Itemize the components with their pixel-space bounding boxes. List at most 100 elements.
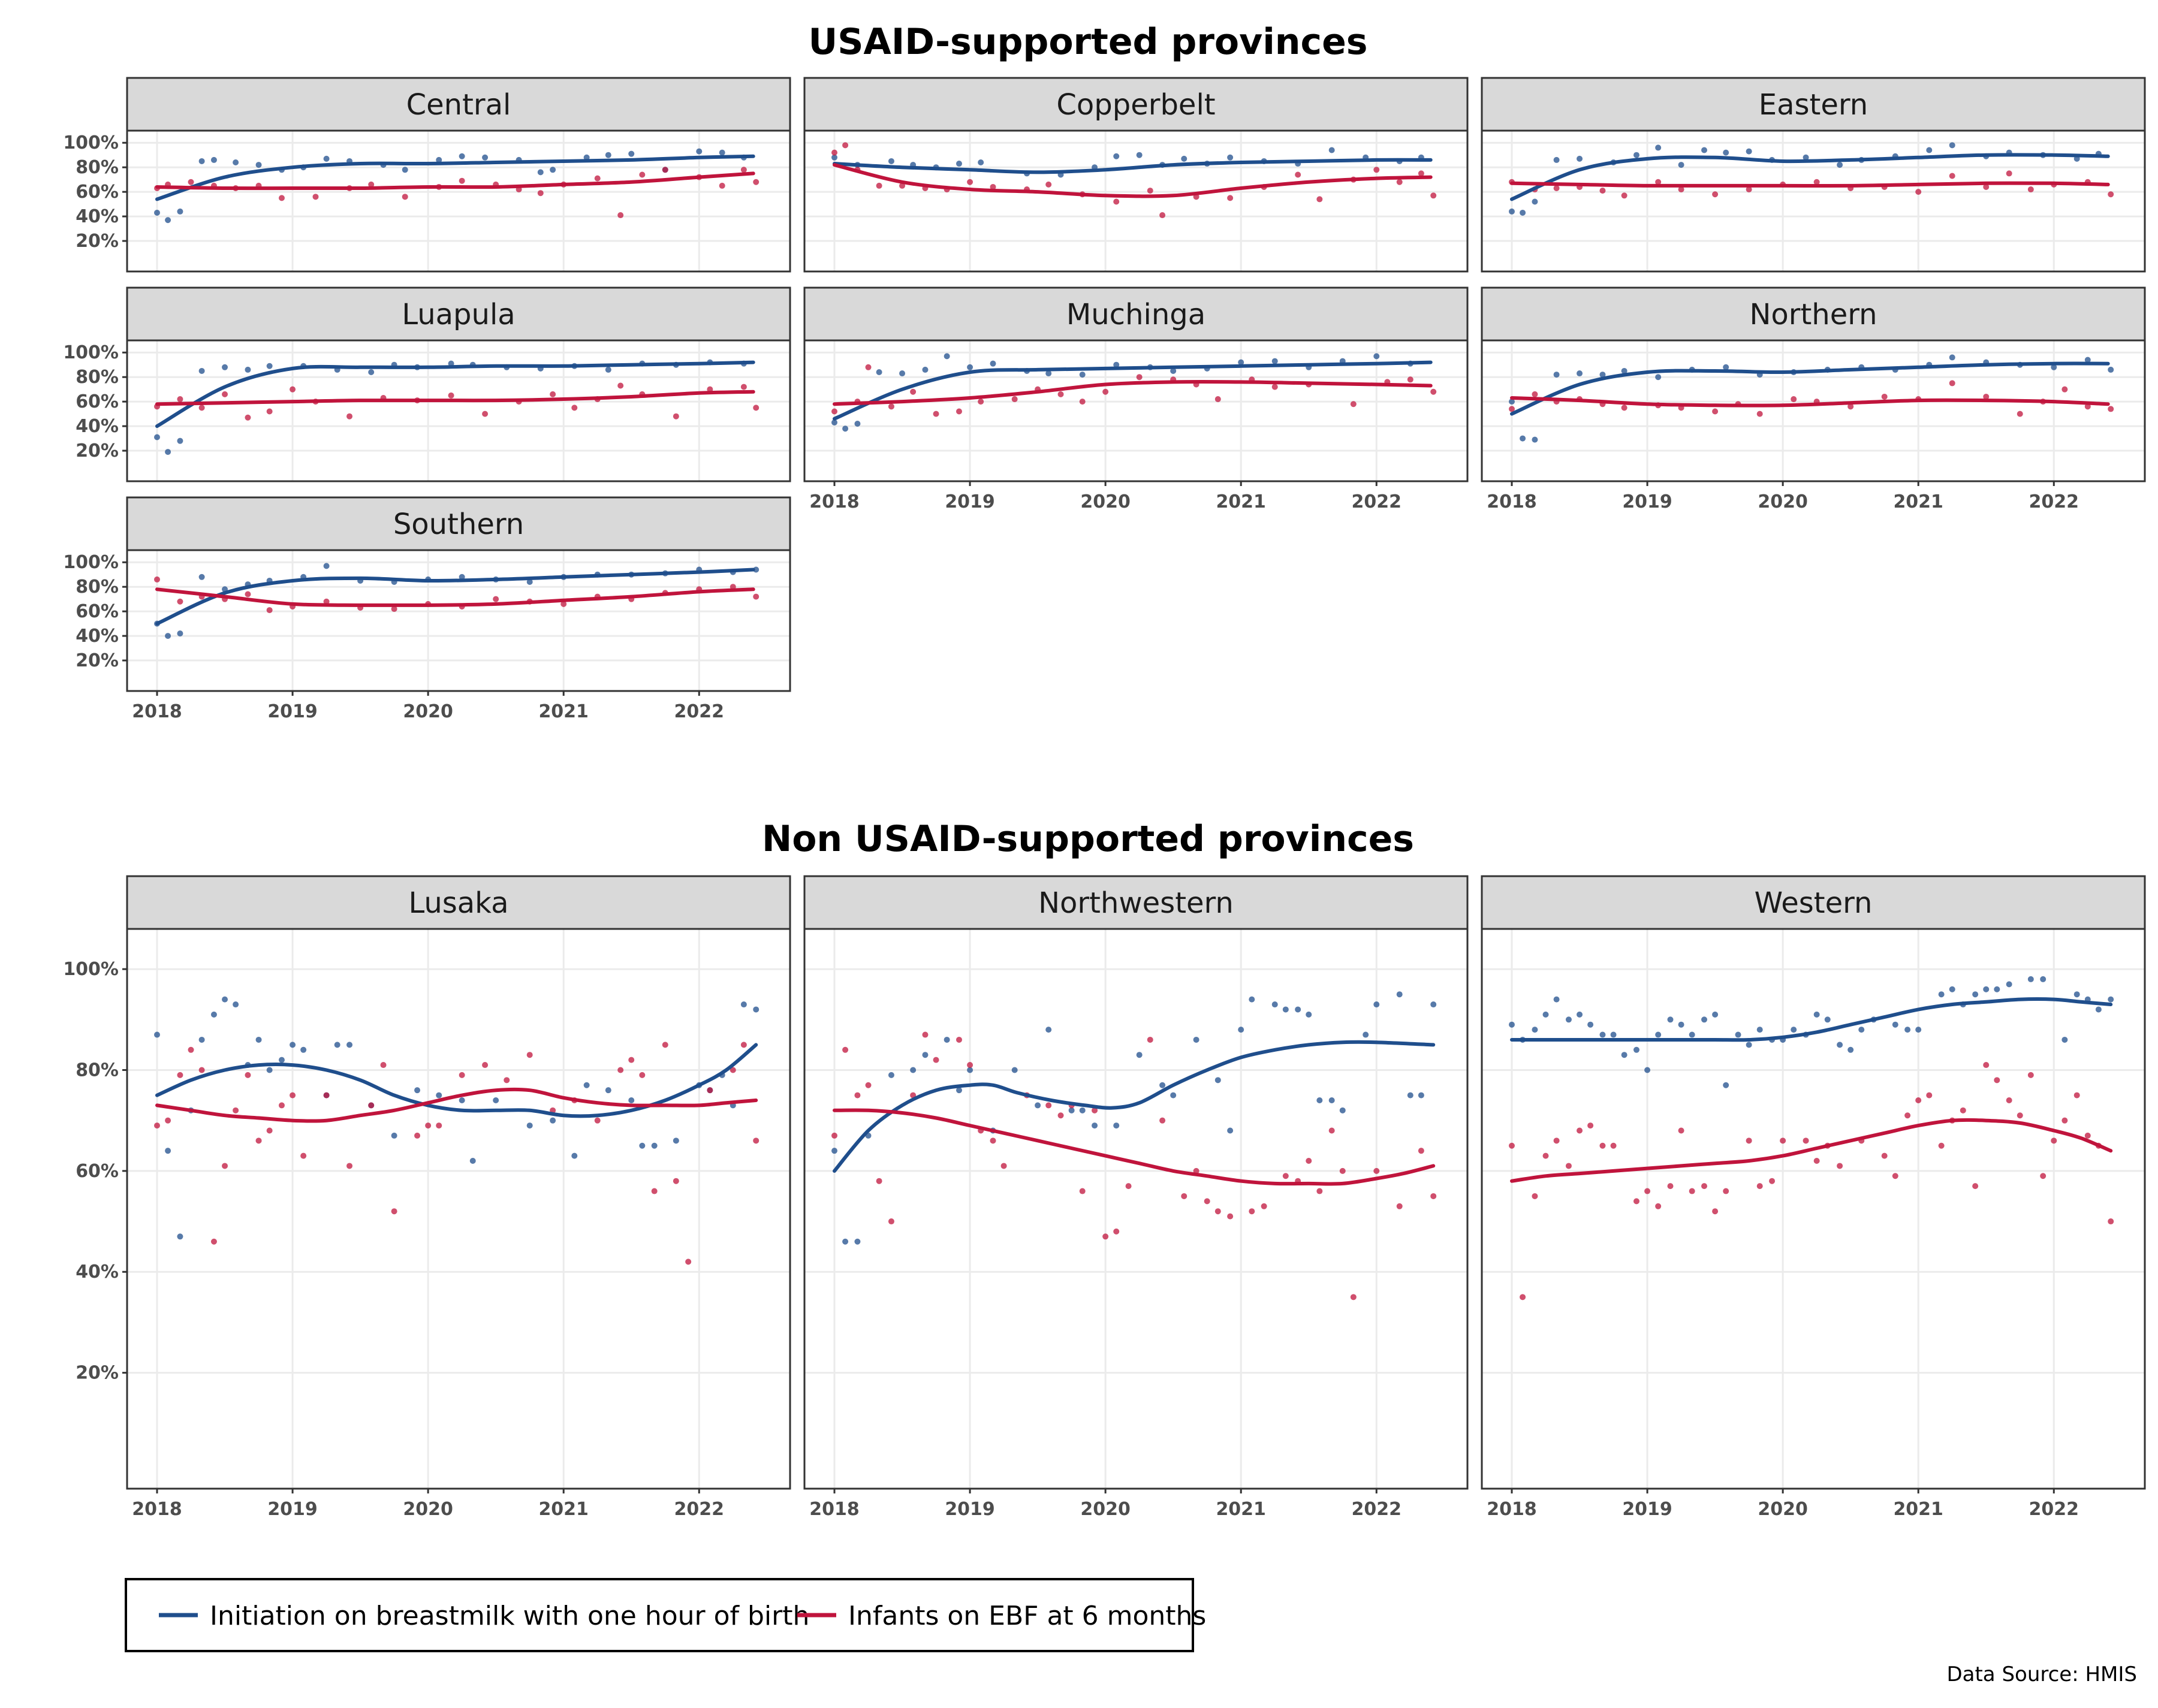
- trend-initiation-luapula: [155, 360, 755, 428]
- point-ebf-central-23: [740, 167, 747, 173]
- point-initiation-muchinga-20: [1373, 353, 1380, 360]
- point-initiation-eastern-17: [1926, 147, 1933, 153]
- point-initiation-muchinga-0: [831, 419, 837, 426]
- point-ebf-luapula-6: [290, 386, 296, 393]
- point-initiation-western-7: [1587, 1021, 1594, 1028]
- point-ebf-copperbelt-19: [1316, 196, 1323, 203]
- point-initiation-lusaka-30: [639, 1142, 646, 1149]
- point-initiation-northwestern-8: [956, 1087, 962, 1094]
- point-initiation-lusaka-13: [300, 1046, 307, 1053]
- strip-western: [1481, 875, 2146, 930]
- point-initiation-muchinga-17: [1271, 358, 1278, 364]
- legend-box: [125, 1578, 1194, 1652]
- legend: Initiation on breastmilk with one hour o…: [125, 1578, 1206, 1652]
- strip-eastern: [1481, 77, 2146, 132]
- point-initiation-northwestern-1: [842, 1238, 849, 1245]
- point-ebf-lusaka-34: [673, 1178, 679, 1184]
- point-initiation-muchinga-12: [1113, 361, 1120, 368]
- y-tick-label-luapula-1: 40%: [76, 416, 119, 437]
- panel-border-muchinga: [803, 339, 1469, 482]
- point-initiation-northwestern-16: [1092, 1122, 1098, 1129]
- point-initiation-copperbelt-18: [1328, 147, 1335, 153]
- x-tick-label-northern-4: 2022: [2029, 491, 2079, 512]
- point-ebf-northwestern-1: [842, 1046, 849, 1053]
- point-ebf-northwestern-26: [1193, 1167, 1199, 1174]
- y-tick-label-central-1: 40%: [76, 206, 119, 227]
- point-ebf-northwestern-24: [1159, 1117, 1166, 1124]
- point-ebf-lusaka-13: [300, 1152, 307, 1159]
- point-initiation-northwestern-29: [1306, 1011, 1312, 1018]
- point-ebf-northwestern-41: [1418, 1148, 1424, 1154]
- point-initiation-copperbelt-5: [956, 161, 962, 167]
- point-ebf-lusaka-26: [550, 1107, 556, 1113]
- point-ebf-muchinga-12: [1102, 388, 1109, 395]
- strip-label-central: Central: [406, 88, 511, 122]
- point-initiation-central-4: [210, 156, 217, 163]
- point-ebf-northern-21: [2084, 403, 2091, 410]
- point-initiation-eastern-7: [1655, 144, 1662, 151]
- y-tick-label-southern-1: 40%: [76, 626, 119, 647]
- point-initiation-northwestern-22: [1214, 1077, 1221, 1084]
- point-ebf-western-16: [1701, 1183, 1708, 1190]
- point-ebf-northwestern-4: [876, 1178, 882, 1184]
- point-initiation-northwestern-9: [967, 1067, 973, 1073]
- strip-label-copperbelt: Copperbelt: [1056, 88, 1215, 122]
- point-ebf-central-15: [537, 190, 544, 197]
- point-ebf-western-13: [1667, 1183, 1674, 1190]
- point-ebf-northwestern-30: [1249, 1208, 1255, 1215]
- trend-initiation-muchinga: [833, 360, 1433, 421]
- point-initiation-luapula-5: [245, 366, 251, 373]
- x-tick-label-southern-4: 2022: [674, 701, 725, 722]
- point-initiation-eastern-8: [1678, 162, 1684, 168]
- point-ebf-luapula-17: [617, 382, 624, 389]
- point-ebf-western-40: [2017, 1112, 2023, 1119]
- point-initiation-luapula-9: [368, 369, 375, 375]
- point-ebf-lusaka-19: [414, 1132, 421, 1139]
- point-initiation-lusaka-9: [255, 1036, 262, 1043]
- y-tick-label-lusaka-0: 20%: [76, 1363, 119, 1384]
- point-initiation-northern-20: [2084, 357, 2091, 363]
- y-tick-label-lusaka-2: 60%: [76, 1161, 119, 1182]
- point-ebf-northwestern-25: [1181, 1193, 1187, 1199]
- point-initiation-central-23: [696, 148, 703, 155]
- point-ebf-eastern-21: [2108, 191, 2114, 198]
- point-ebf-western-6: [1577, 1127, 1583, 1134]
- point-initiation-eastern-6: [1633, 152, 1639, 158]
- panel-border-central: [126, 129, 791, 273]
- x-tick-label-southern-3: 2021: [538, 701, 589, 722]
- point-initiation-muchinga-16: [1238, 359, 1244, 366]
- strip-label-northern: Northern: [1749, 298, 1877, 331]
- point-ebf-northern-14: [1881, 393, 1888, 400]
- point-ebf-southern-9: [391, 606, 397, 612]
- trend-ebf-western: [1510, 1118, 2113, 1183]
- trend-initiation-northwestern: [833, 1040, 1436, 1173]
- point-initiation-copperbelt-6: [978, 159, 984, 165]
- point-ebf-eastern-11: [1813, 179, 1820, 185]
- point-ebf-central-18: [617, 212, 624, 219]
- point-ebf-western-19: [1746, 1137, 1752, 1144]
- point-initiation-muchinga-2: [854, 421, 861, 427]
- point-ebf-luapula-19: [673, 413, 679, 420]
- point-initiation-luapula-2: [177, 437, 183, 444]
- point-initiation-western-20: [1735, 1031, 1741, 1038]
- point-initiation-lusaka-25: [550, 1117, 556, 1124]
- point-ebf-lusaka-22: [459, 1072, 465, 1078]
- point-initiation-western-48: [2095, 1006, 2102, 1013]
- point-ebf-southern-7: [323, 598, 330, 605]
- trend-ebf-southern: [155, 587, 755, 608]
- point-ebf-muchinga-22: [1407, 376, 1413, 383]
- y-tick-label-central-4: 100%: [63, 132, 119, 153]
- point-ebf-copperbelt-16: [1227, 195, 1234, 201]
- point-ebf-muchinga-5: [933, 411, 939, 417]
- point-initiation-northern-19: [2051, 364, 2057, 370]
- y-tick-label-central-0: 20%: [76, 231, 119, 252]
- point-initiation-northwestern-31: [1328, 1097, 1335, 1103]
- point-initiation-muchinga-8: [990, 360, 996, 367]
- point-ebf-copperbelt-12: [1113, 198, 1120, 205]
- point-initiation-lusaka-37: [740, 1001, 747, 1008]
- x-tick-label-western-2: 2020: [1758, 1499, 1808, 1520]
- point-ebf-western-29: [1892, 1173, 1898, 1179]
- section-titles: USAID-supported provinces Non USAID-supp…: [762, 21, 1414, 860]
- point-ebf-western-28: [1881, 1152, 1888, 1159]
